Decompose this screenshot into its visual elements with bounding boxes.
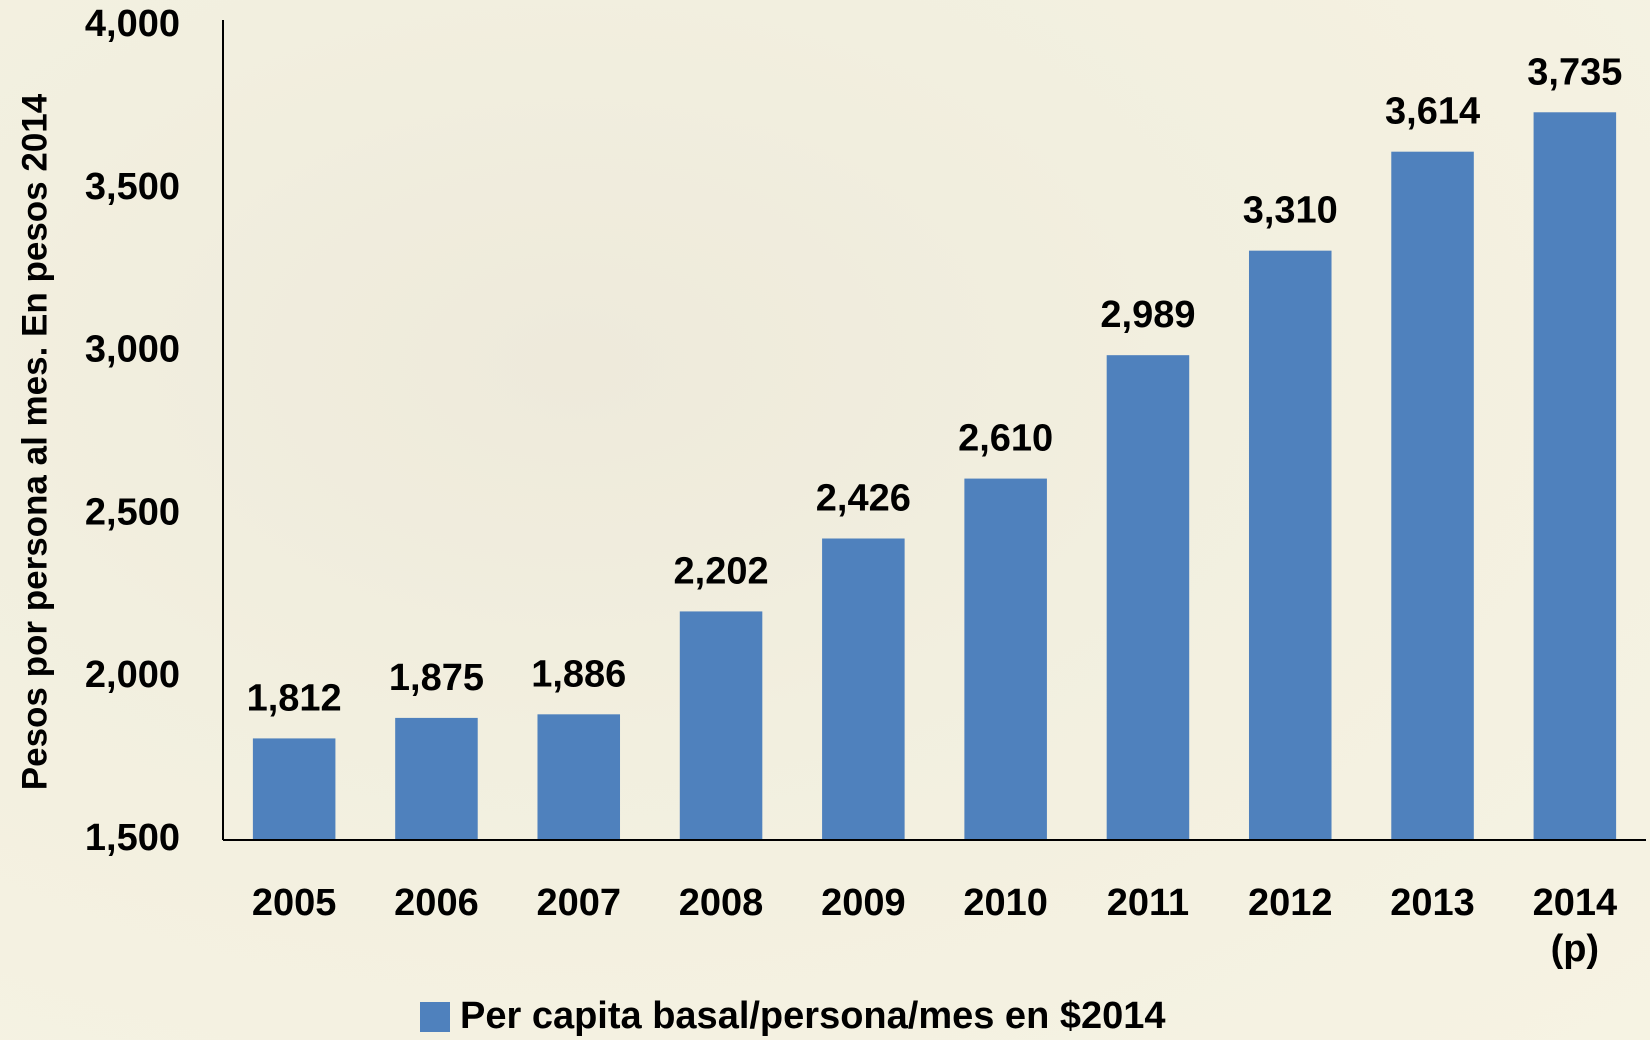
x-tick-label: 2013 bbox=[1371, 880, 1493, 926]
data-label: 3,310 bbox=[1243, 190, 1338, 232]
x-tick-label: 2006 bbox=[375, 880, 497, 926]
x-tick-label: 2008 bbox=[660, 880, 782, 926]
page: Pesos por persona al mes. En pesos 2014 … bbox=[0, 0, 1650, 1040]
data-label: 1,812 bbox=[247, 677, 342, 719]
legend-label: Per capita basal/persona/mes en $2014 bbox=[460, 995, 1166, 1037]
bar bbox=[964, 479, 1047, 840]
bar bbox=[1107, 355, 1190, 840]
y-tick-label: 4,000 bbox=[85, 3, 180, 45]
bar bbox=[1391, 152, 1474, 840]
bar bbox=[822, 538, 905, 840]
bar bbox=[537, 714, 620, 840]
data-label: 3,614 bbox=[1385, 91, 1480, 133]
y-tick-label: 2,000 bbox=[85, 654, 180, 696]
bar bbox=[253, 738, 336, 840]
bar bbox=[1249, 251, 1332, 840]
y-tick-label: 3,000 bbox=[85, 329, 180, 371]
legend-swatch bbox=[420, 1002, 450, 1032]
data-label: 2,426 bbox=[816, 478, 911, 520]
x-tick-label: 2005 bbox=[233, 880, 355, 926]
x-tick-label: 2014 (p) bbox=[1514, 880, 1636, 972]
x-tick-label: 2010 bbox=[945, 880, 1067, 926]
x-tick-label: 2007 bbox=[518, 880, 640, 926]
data-label: 2,610 bbox=[958, 418, 1053, 460]
x-tick-label: 2011 bbox=[1087, 880, 1209, 926]
data-label: 3,735 bbox=[1527, 51, 1622, 93]
data-label: 2,202 bbox=[674, 550, 769, 592]
x-tick-label: 2012 bbox=[1229, 880, 1351, 926]
data-label: 1,875 bbox=[389, 657, 484, 699]
bar bbox=[1534, 112, 1617, 840]
bar bbox=[680, 611, 763, 840]
y-tick-label: 3,500 bbox=[85, 166, 180, 208]
data-label: 1,886 bbox=[531, 653, 626, 695]
y-tick-label: 1,500 bbox=[85, 817, 180, 859]
y-axis-title: Pesos por persona al mes. En pesos 2014 bbox=[15, 93, 54, 790]
x-tick-label: 2009 bbox=[802, 880, 924, 926]
y-tick-label: 2,500 bbox=[85, 491, 180, 533]
data-label: 2,989 bbox=[1100, 294, 1195, 336]
bar bbox=[395, 718, 478, 840]
